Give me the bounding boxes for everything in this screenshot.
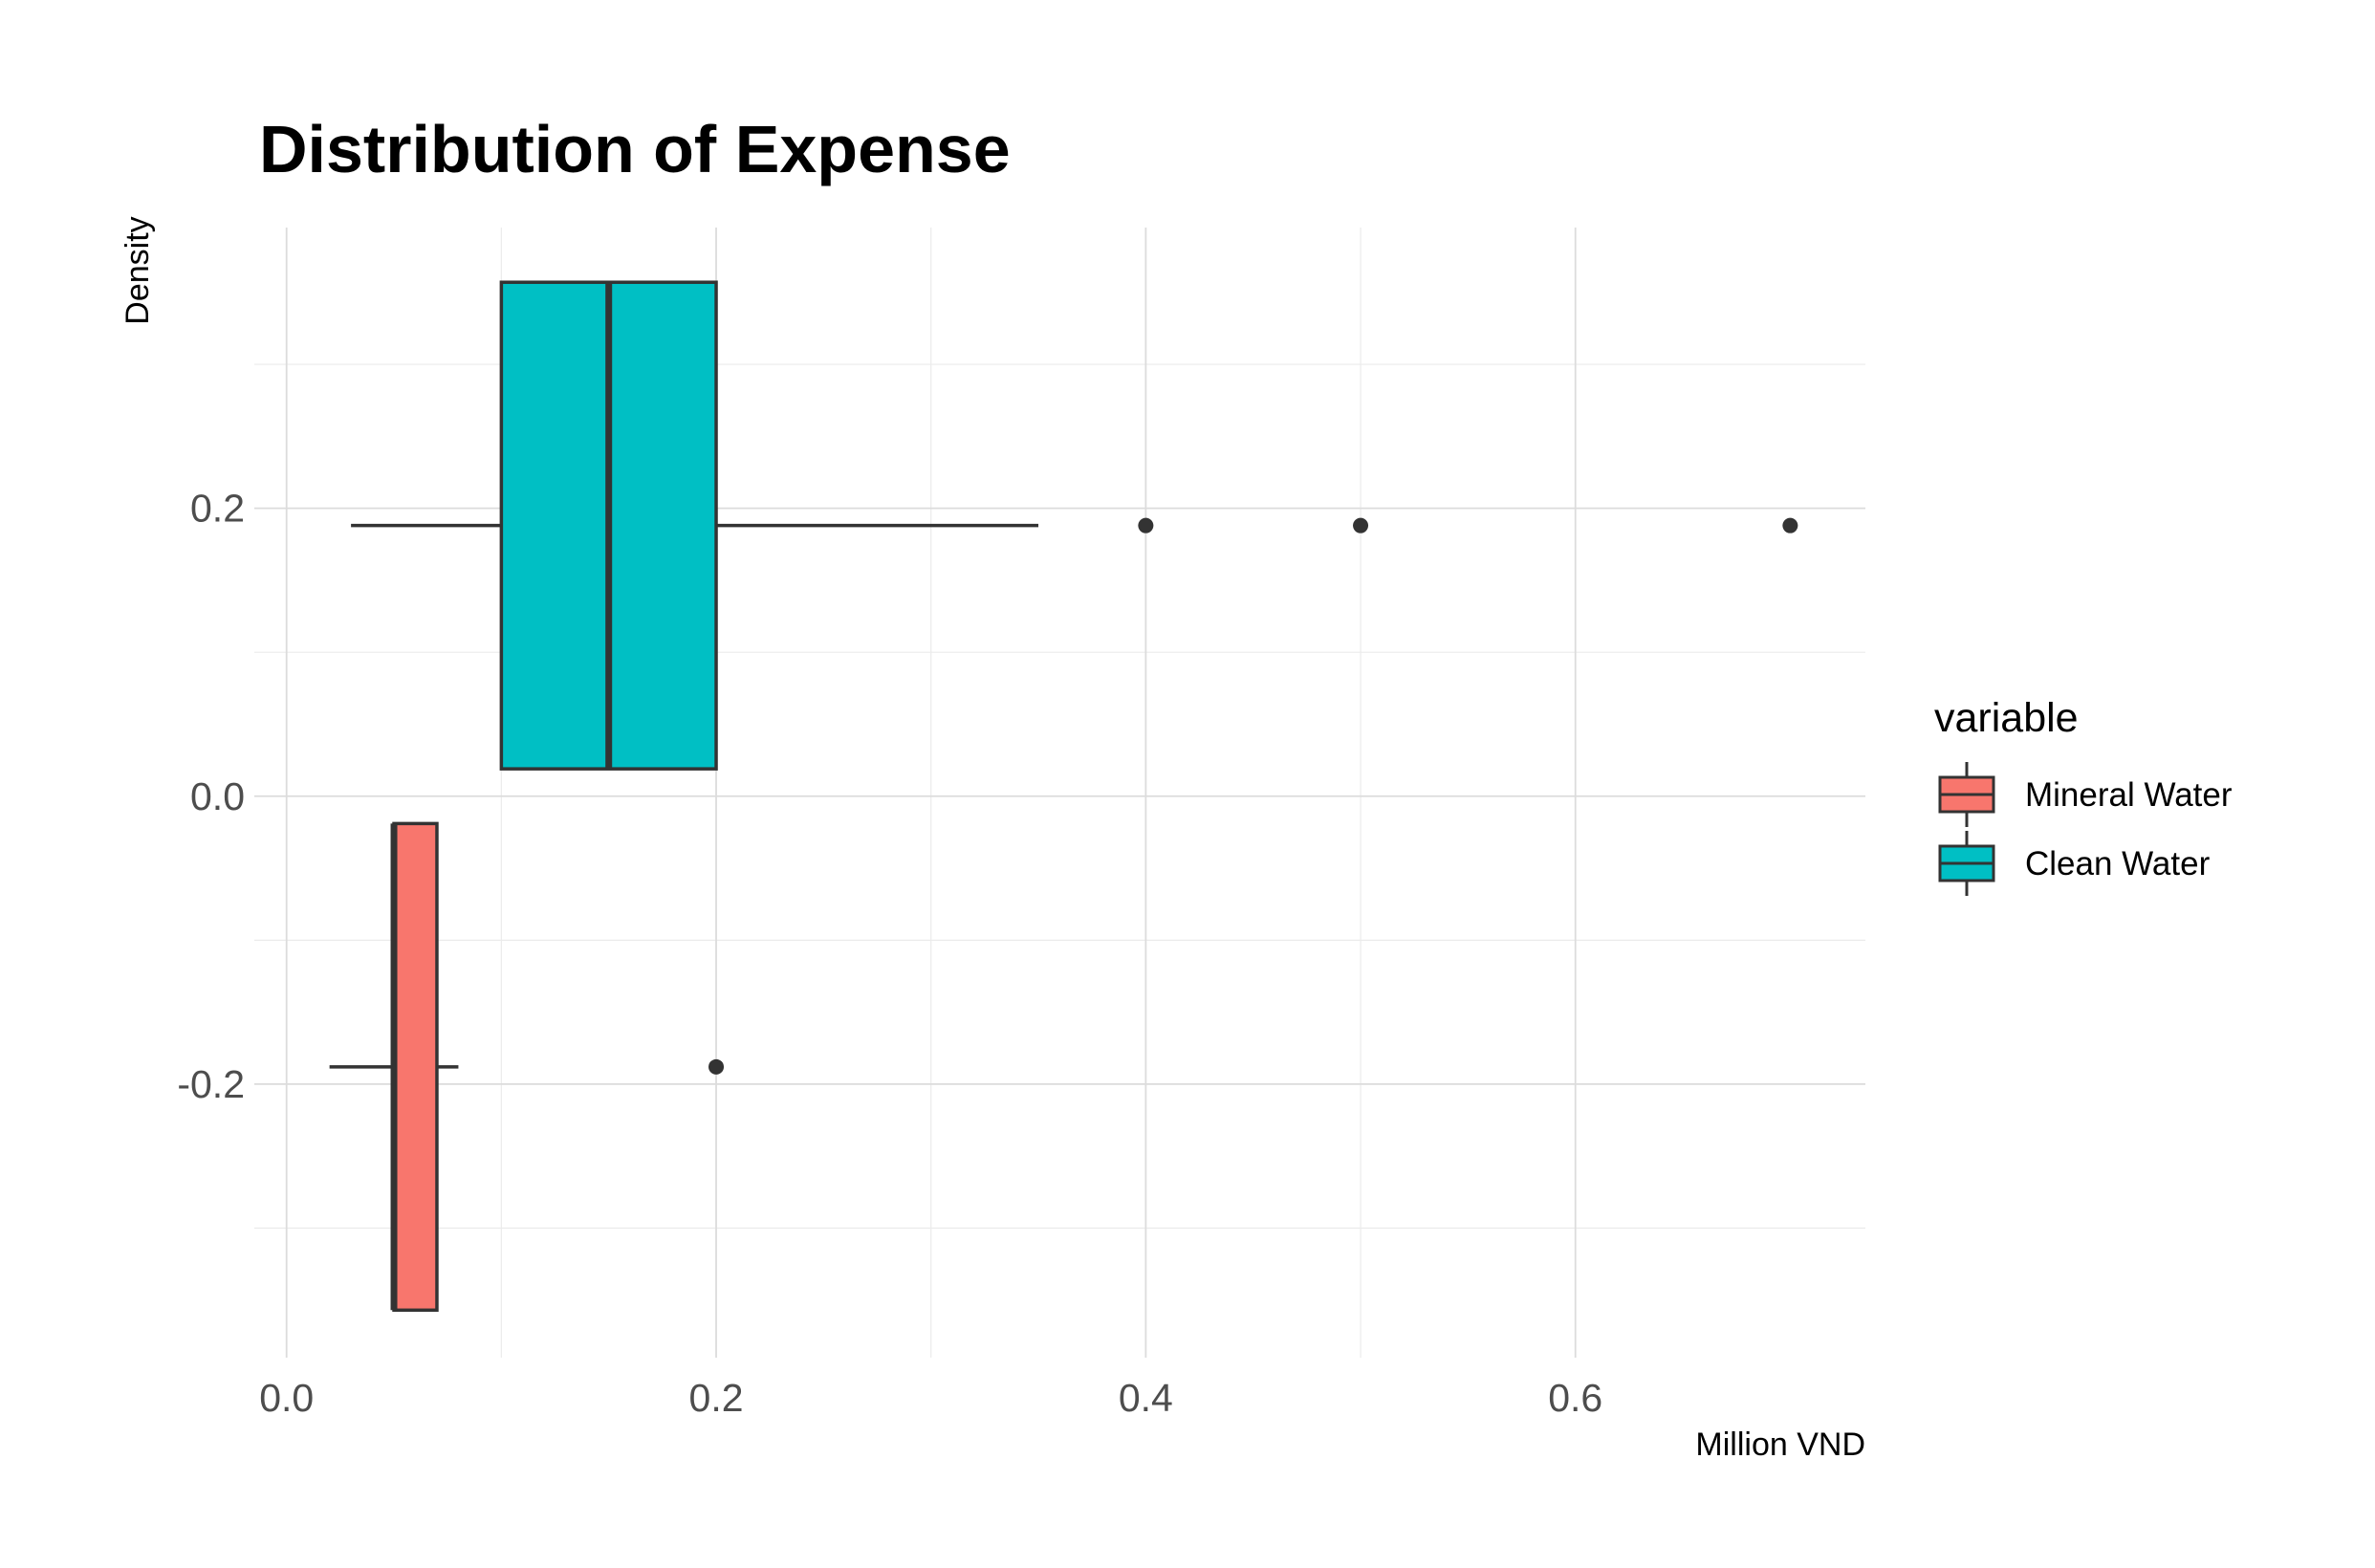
legend-item-clean-water: Clean Water — [1938, 831, 2211, 896]
outlier-point — [708, 1058, 725, 1075]
legend-label: Clean Water — [2025, 845, 2211, 882]
y-axis-title: Density — [120, 216, 156, 324]
legend: variable Mineral Water Clean Water — [1934, 695, 2233, 896]
x-axis-title: Million VND — [1695, 1426, 1865, 1463]
outlier-point — [1782, 517, 1798, 534]
outlier-point — [1138, 517, 1154, 534]
chart-title: Distribution of Expense — [259, 112, 1011, 186]
legend-keys: Mineral Water Clean Water — [1938, 762, 2233, 896]
legend-label: Mineral Water — [2025, 776, 2233, 814]
x-tick-label: 0.4 — [1119, 1376, 1173, 1420]
x-tick-label: 0.6 — [1548, 1376, 1602, 1420]
legend-title: variable — [1934, 695, 2079, 741]
x-tick-label: 0.0 — [259, 1376, 314, 1420]
y-tick-label: 0.0 — [190, 774, 245, 818]
box-layer — [329, 280, 1798, 1313]
legend-item-mineral-water: Mineral Water — [1938, 762, 2233, 827]
y-tick-label: 0.2 — [190, 487, 245, 531]
y-tick-label: -0.2 — [177, 1062, 245, 1106]
box-mineral-water — [392, 821, 439, 1313]
outlier-point — [1353, 517, 1369, 534]
tick-labels: 0.0 0.2 0.4 0.6 -0.2 0.0 0.2 — [177, 487, 1602, 1420]
grid-layer — [254, 228, 1865, 1358]
x-tick-label: 0.2 — [689, 1376, 744, 1420]
